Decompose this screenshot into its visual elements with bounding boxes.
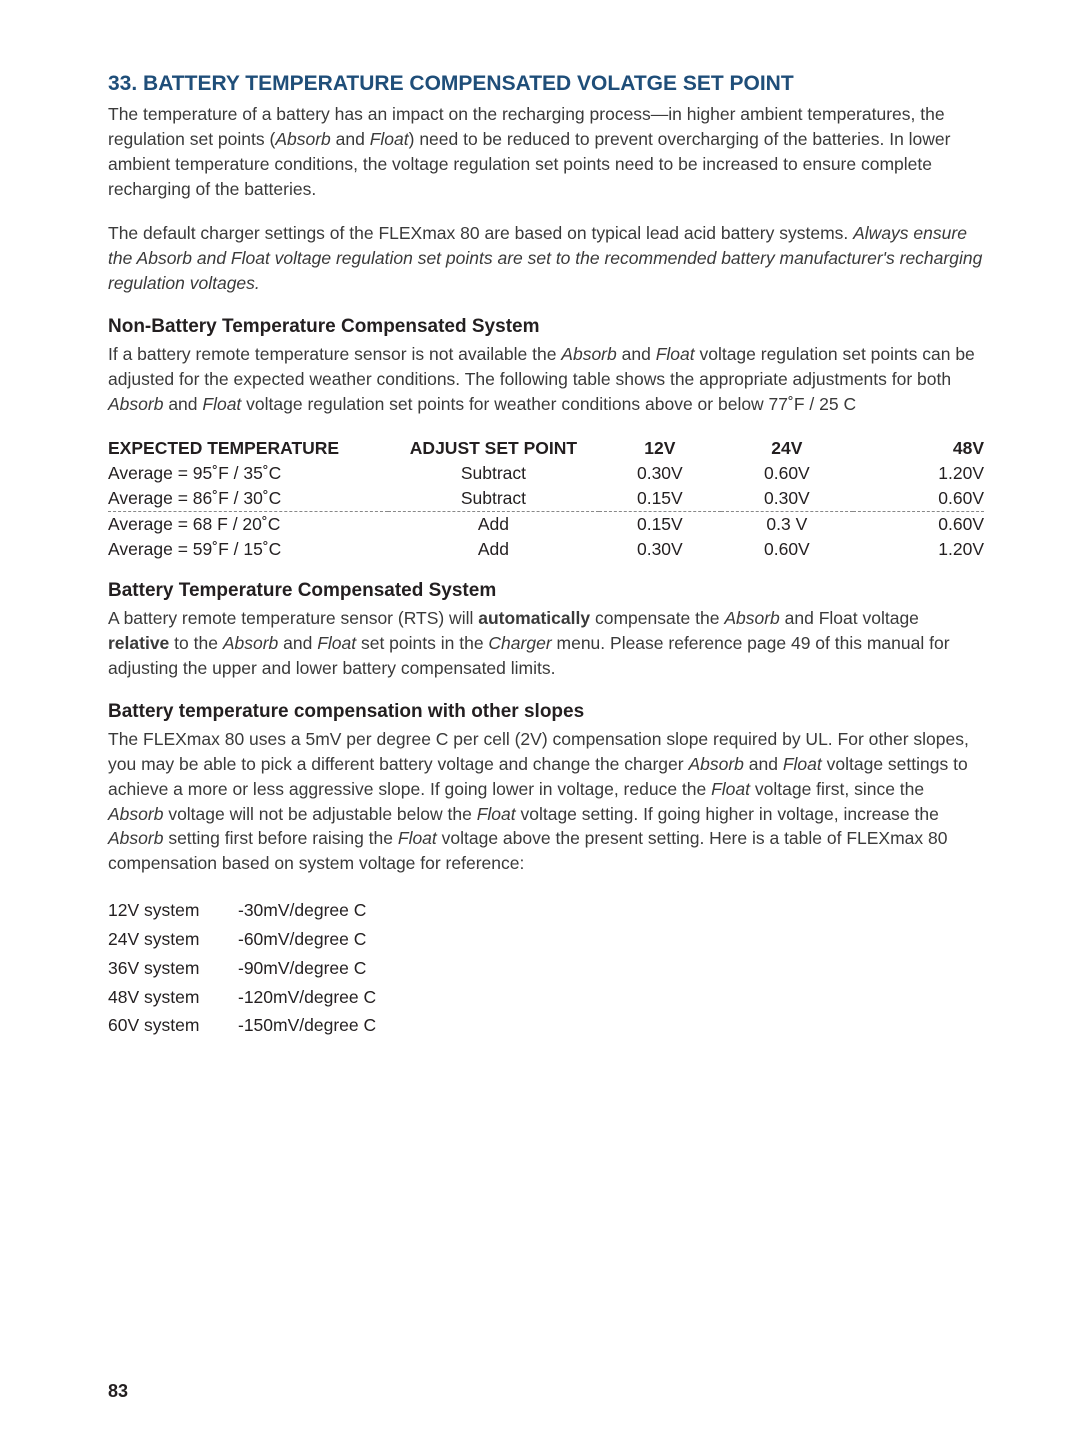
text: voltage will not be adjustable below the [163,804,476,824]
text: A battery remote temperature sensor (RTS… [108,608,478,628]
cell: Add [388,512,598,537]
cell: Subtract [388,461,598,486]
intro-paragraph-1: The temperature of a battery has an impa… [108,102,984,201]
list-item: 24V system-60mV/degree C [108,925,376,954]
col-adjust-set-point: ADJUST SET POINT [388,436,598,461]
system-value: -120mV/degree C [238,983,376,1012]
text: compensate the [590,608,724,628]
batt-comp-heading: Battery Temperature Compensated System [108,580,984,602]
cell: 1.20V [853,537,984,562]
list-item: 60V system-150mV/degree C [108,1011,376,1040]
non-battery-paragraph: If a battery remote temperature sensor i… [108,342,984,417]
list-item: 12V system-30mV/degree C [108,896,376,925]
system-label: 60V system [108,1011,238,1040]
italic-absorb: Absorb [108,394,163,414]
italic-absorb: Absorb [275,129,330,149]
text: and [331,129,370,149]
temperature-table: EXPECTED TEMPERATURE ADJUST SET POINT 12… [108,436,984,562]
cell: 0.30V [599,537,722,562]
system-value: -90mV/degree C [238,954,376,983]
text: The default charger settings of the FLEX… [108,223,853,243]
compensation-list: 12V system-30mV/degree C 24V system-60mV… [108,896,376,1040]
cell: 0.60V [853,486,984,512]
italic-absorb: Absorb [108,804,163,824]
non-battery-heading: Non-Battery Temperature Compensated Syst… [108,316,984,338]
text: and [744,754,783,774]
bold-text: automatically [478,608,590,628]
list-item: 36V system-90mV/degree C [108,954,376,983]
italic-absorb: Absorb [724,608,779,628]
text: voltage regulation set points for weathe… [241,394,856,414]
system-value: -60mV/degree C [238,925,376,954]
text: to the [169,633,223,653]
system-label: 12V system [108,896,238,925]
list-item: 48V system-120mV/degree C [108,983,376,1012]
text: and [617,344,656,364]
system-label: 24V system [108,925,238,954]
table-row: Average = 95˚F / 35˚C Subtract 0.30V 0.6… [108,461,984,486]
text: set points in the [356,633,488,653]
italic-absorb: Absorb [688,754,743,774]
cell: Average = 68 F / 20˚C [108,512,388,537]
system-label: 36V system [108,954,238,983]
cell: 0.60V [721,461,852,486]
cell: 1.20V [853,461,984,486]
system-value: -30mV/degree C [238,896,376,925]
text: voltage setting. If going higher in volt… [516,804,939,824]
text: setting first before raising the [163,828,397,848]
batt-comp-paragraph: A battery remote temperature sensor (RTS… [108,606,984,681]
slopes-heading: Battery temperature compensation with ot… [108,701,984,723]
text: and [278,633,317,653]
intro-paragraph-2: The default charger settings of the FLEX… [108,221,984,296]
italic-absorb: Absorb [561,344,616,364]
slopes-paragraph: The FLEXmax 80 uses a 5mV per degree C p… [108,727,984,876]
cell: 0.15V [599,486,722,512]
italic-float: Float [398,828,437,848]
cell: Average = 59˚F / 15˚C [108,537,388,562]
italic-float: Float [477,804,516,824]
italic-float: Float [370,129,409,149]
italic-charger: Charger [488,633,551,653]
section-title: 33. BATTERY TEMPERATURE COMPENSATED VOLA… [108,72,984,96]
table-row: Average = 68 F / 20˚C Add 0.15V 0.3 V 0.… [108,512,984,537]
col-48v: 48V [853,436,984,461]
cell: 0.30V [599,461,722,486]
italic-float: Float [783,754,822,774]
italic-float: Float [656,344,695,364]
table-row: Average = 59˚F / 15˚C Add 0.30V 0.60V 1.… [108,537,984,562]
table-header-row: EXPECTED TEMPERATURE ADJUST SET POINT 12… [108,436,984,461]
italic-float: Float [202,394,241,414]
italic-float: Float [317,633,356,653]
system-label: 48V system [108,983,238,1012]
text: If a battery remote temperature sensor i… [108,344,561,364]
table-row: Average = 86˚F / 30˚C Subtract 0.15V 0.3… [108,486,984,512]
text: and Float voltage [780,608,919,628]
cell: Add [388,537,598,562]
page-number: 83 [108,1381,128,1402]
cell: 0.30V [721,486,852,512]
col-24v: 24V [721,436,852,461]
text: voltage first, since the [750,779,924,799]
document-page: 33. BATTERY TEMPERATURE COMPENSATED VOLA… [108,72,984,1040]
cell: 0.60V [853,512,984,537]
col-expected-temp: EXPECTED TEMPERATURE [108,436,388,461]
cell: 0.15V [599,512,722,537]
italic-absorb: Absorb [223,633,278,653]
text: and [163,394,202,414]
italic-absorb: Absorb [108,828,163,848]
cell: 0.3 V [721,512,852,537]
cell: Subtract [388,486,598,512]
italic-float: Float [711,779,750,799]
cell: Average = 95˚F / 35˚C [108,461,388,486]
cell: 0.60V [721,537,852,562]
bold-text: relative [108,633,169,653]
system-value: -150mV/degree C [238,1011,376,1040]
cell: Average = 86˚F / 30˚C [108,486,388,512]
col-12v: 12V [599,436,722,461]
